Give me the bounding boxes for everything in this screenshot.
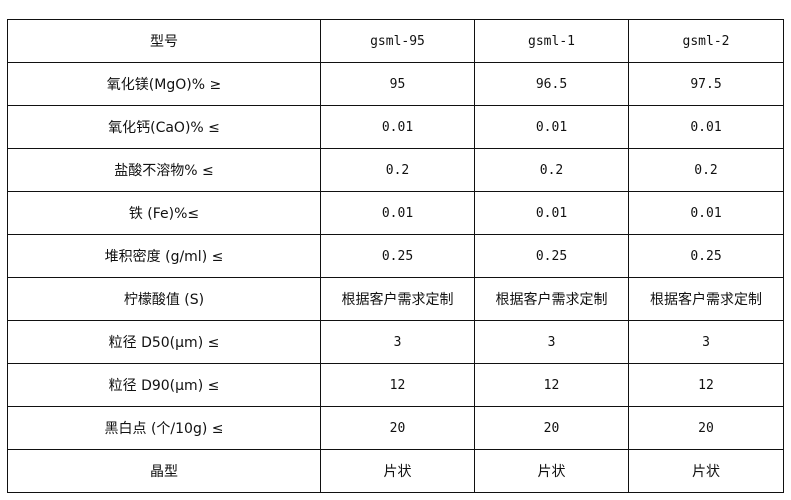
value-cell: 根据客户需求定制	[320, 277, 475, 321]
value-cell: 0.01	[628, 105, 784, 149]
value-cell: 片状	[474, 449, 629, 493]
value-cell: 0.2	[474, 148, 629, 192]
value-cell: 0.25	[628, 234, 784, 278]
row-label-cell: 氧化镁(MgO)% ≥	[7, 62, 321, 106]
table-row: 氧化镁(MgO)% ≥95 96.5 97.5	[7, 62, 784, 106]
value-cell: 0.25	[474, 234, 629, 278]
value-cell: 0.2	[628, 148, 784, 192]
row-label-cell: 氧化钙(CaO)% ≤	[7, 105, 321, 149]
value-cell: 96.5	[474, 62, 629, 106]
value-cell: 片状	[320, 449, 475, 493]
table-row: 氧化钙(CaO)% ≤0.01 0.01 0.01	[7, 105, 784, 149]
value-cell: 3	[628, 320, 784, 364]
value-cell: 0.25	[320, 234, 475, 278]
table-row: 粒径 D50(μm) ≤3 3 3	[7, 320, 784, 364]
header-cell: gsml-95	[320, 19, 475, 63]
value-cell: 0.01	[474, 105, 629, 149]
value-cell: 20	[320, 406, 475, 450]
value-cell: 3	[320, 320, 475, 364]
value-cell: 12	[628, 363, 784, 407]
value-cell: 0.2	[320, 148, 475, 192]
value-cell: 20	[474, 406, 629, 450]
row-label-cell: 晶型	[7, 449, 321, 493]
spec-table: 型号 gsml-95 gsml-1 gsml-2 氧化镁(MgO)% ≥95 96…	[7, 19, 784, 493]
row-label-cell: 堆积密度 (g/ml) ≤	[7, 234, 321, 278]
header-cell: gsml-1	[474, 19, 629, 63]
table-row: 盐酸不溶物% ≤0.2 0.2 0.2	[7, 148, 784, 192]
value-cell: 95	[320, 62, 475, 106]
value-cell: 片状	[628, 449, 784, 493]
table-row: 堆积密度 (g/ml) ≤0.25 0.25 0.25	[7, 234, 784, 278]
value-cell: 0.01	[628, 191, 784, 235]
value-cell: 20	[628, 406, 784, 450]
value-cell: 3	[474, 320, 629, 364]
value-cell: 97.5	[628, 62, 784, 106]
value-cell: 根据客户需求定制	[628, 277, 784, 321]
value-cell: 12	[474, 363, 629, 407]
value-cell: 0.01	[320, 105, 475, 149]
table-row: 铁 (Fe)%≤ 0.01 0.01 0.01	[7, 191, 784, 235]
header-cell: 型号	[7, 19, 321, 63]
row-label-cell: 柠檬酸值 (S)	[7, 277, 321, 321]
row-label-cell: 黑白点 (个/10g) ≤	[7, 406, 321, 450]
row-label-cell: 粒径 D50(μm) ≤	[7, 320, 321, 364]
row-label-cell: 粒径 D90(μm) ≤	[7, 363, 321, 407]
table-row: 粒径 D90(μm) ≤12 12 12	[7, 363, 784, 407]
value-cell: 12	[320, 363, 475, 407]
value-cell: 根据客户需求定制	[474, 277, 629, 321]
table-row: 晶型 片状 片状 片状	[7, 449, 784, 493]
row-label-cell: 铁 (Fe)%≤	[7, 191, 321, 235]
table-row: 黑白点 (个/10g) ≤20 20 20	[7, 406, 784, 450]
row-label-cell: 盐酸不溶物% ≤	[7, 148, 321, 192]
table-row: 柠檬酸值 (S) 根据客户需求定制 根据客户需求定制 根据客户需求定制	[7, 277, 784, 321]
table-header-row: 型号 gsml-95 gsml-1 gsml-2	[7, 19, 784, 63]
value-cell: 0.01	[320, 191, 475, 235]
value-cell: 0.01	[474, 191, 629, 235]
header-cell: gsml-2	[628, 19, 784, 63]
